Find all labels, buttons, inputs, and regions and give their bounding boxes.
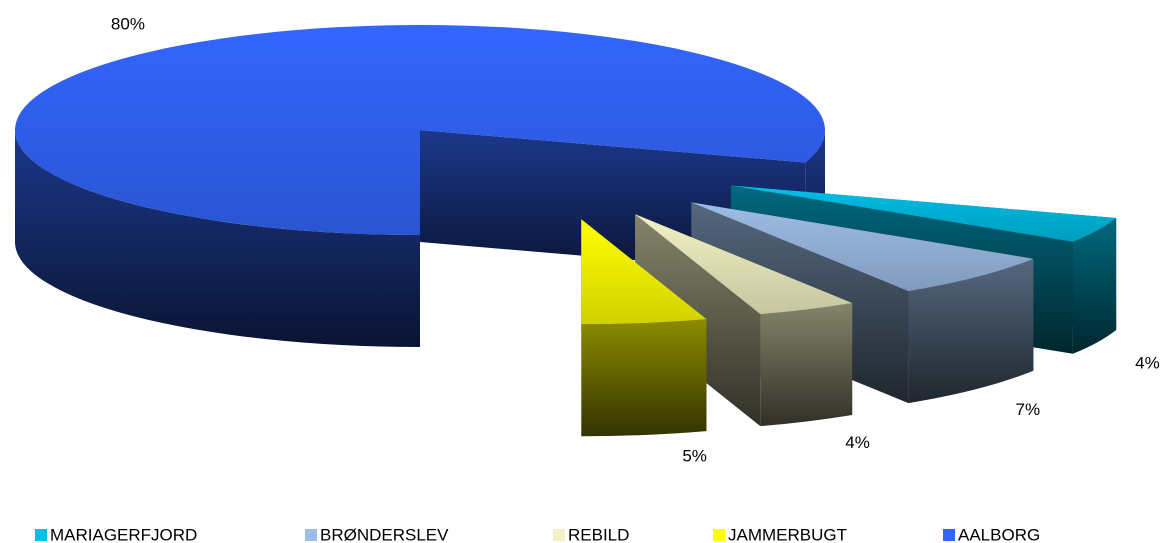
legend-label: JAMMERBUGT bbox=[728, 525, 847, 543]
slice-side bbox=[908, 258, 1034, 404]
legend-swatch bbox=[35, 529, 47, 541]
legend-swatch bbox=[305, 529, 317, 541]
legend-label: AALBORG bbox=[958, 525, 1040, 543]
legend-label: MARIAGERFJORD bbox=[50, 525, 197, 543]
data-label: 5% bbox=[682, 446, 707, 465]
data-label: 80% bbox=[111, 15, 145, 34]
legend-label: BRØNDERSLEV bbox=[320, 525, 449, 543]
slice-top bbox=[691, 202, 1034, 292]
slice bbox=[15, 24, 826, 347]
data-label: 4% bbox=[1135, 354, 1160, 373]
data-label: 7% bbox=[1016, 400, 1041, 419]
legend-swatch bbox=[943, 529, 955, 541]
slice-top bbox=[15, 24, 826, 235]
slice-top bbox=[581, 219, 707, 325]
slice-side bbox=[15, 130, 420, 347]
slice-side bbox=[581, 319, 707, 437]
legend-label: REBILD bbox=[568, 525, 629, 543]
slice-top bbox=[635, 214, 853, 315]
data-label: 4% bbox=[845, 433, 870, 452]
slice bbox=[581, 219, 707, 437]
slice-top bbox=[730, 185, 1117, 242]
legend-swatch bbox=[713, 529, 725, 541]
slice-side bbox=[760, 302, 853, 427]
legend-swatch bbox=[553, 529, 565, 541]
slice-side bbox=[1072, 217, 1117, 354]
